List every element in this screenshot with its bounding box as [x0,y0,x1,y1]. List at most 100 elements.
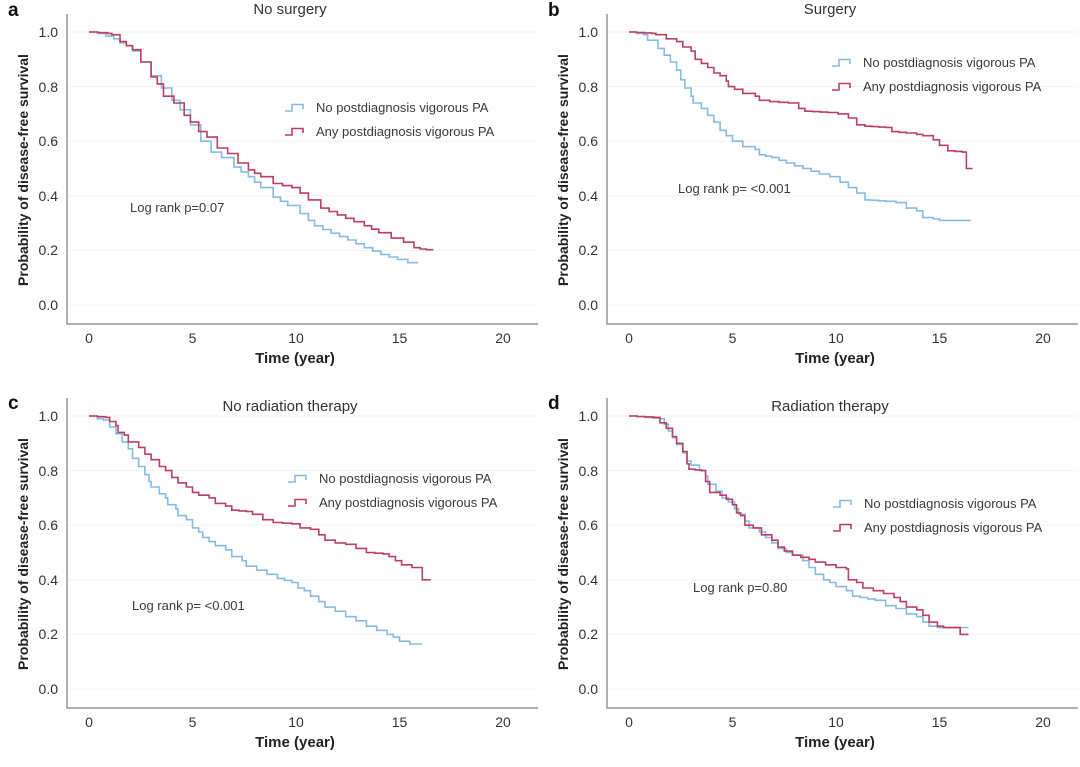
y-tick-label: 0.2 [38,626,58,643]
x-axis-label: Time (year) [795,350,875,367]
log-rank-p-value: Log rank p=0.80 [693,580,788,595]
km-curve [629,31,971,222]
legend: No postdiagnosis vigorous PA Any postdia… [832,496,1042,535]
legend-label: No postdiagnosis vigorous PA [319,471,492,486]
legend-item-no-pa: No postdiagnosis vigorous PA [287,471,497,486]
panel-title: No surgery [253,1,327,18]
y-tick-label: 0.8 [578,462,598,479]
x-tick-label: 10 [288,714,304,730]
x-tick-label: 5 [188,714,197,730]
x-axis-label: Time (year) [255,734,335,751]
legend: No postdiagnosis vigorous PA Any postdia… [287,471,497,510]
panel-letter: a [8,0,19,21]
y-tick-label: 0.0 [38,297,58,313]
legend-item-no-pa: No postdiagnosis vigorous PA [831,55,1041,70]
legend-item-no-pa: No postdiagnosis vigorous PA [284,100,494,115]
x-axis-label: Time (year) [795,734,875,751]
step-line-marker-icon [832,82,851,91]
km-curve [89,415,431,581]
legend-item-no-pa: No postdiagnosis vigorous PA [832,496,1042,511]
km-curve [629,415,969,636]
y-tick-label: 0.0 [38,681,58,697]
legend-item-any-pa: Any postdiagnosis vigorous PA [832,520,1042,535]
panel-title: No radiation therapy [222,398,358,415]
panel-a-no-surgery: a No surgery Probability of disease-free… [0,0,540,383]
y-tick-label: 0.8 [38,78,58,95]
x-tick-label: 20 [495,714,511,730]
x-tick-label: 5 [188,330,197,346]
x-tick-label: 15 [931,714,948,730]
y-tick-label: 0.8 [38,462,58,479]
y-tick-label: 0.4 [578,187,598,204]
panel-letter: d [548,393,560,414]
y-tick-label: 1.0 [578,24,598,40]
y-tick-label: 0.4 [578,571,598,588]
survival-plot [66,14,538,325]
x-tick-label: 0 [625,714,633,730]
x-tick-label: 0 [85,714,93,730]
x-tick-label: 10 [828,330,844,346]
legend-label: Any postdiagnosis vigorous PA [316,124,495,139]
km-curve [629,31,973,170]
y-tick-label: 0.0 [578,681,598,697]
km-curve [89,31,434,251]
x-tick-label: 15 [391,330,408,346]
step-line-marker-icon [833,499,852,508]
step-line-marker-icon [285,127,304,136]
step-line-marker-icon [288,474,307,483]
legend-label: No postdiagnosis vigorous PA [316,100,489,115]
x-tick-label: 20 [1035,330,1051,346]
y-tick-label: 1.0 [38,408,58,424]
x-tick-label: 10 [828,714,844,730]
step-line-marker-icon [288,498,307,507]
y-tick-label: 0.6 [578,133,598,150]
log-rank-p-value: Log rank p= <0.001 [132,598,245,613]
y-tick-label: 0.6 [38,517,58,534]
x-tick-label: 0 [85,330,93,346]
panel-c-no-radiation-therapy: c No radiation therapy Probability of di… [0,384,540,767]
step-line-marker-icon [285,103,304,112]
x-tick-label: 20 [495,330,511,346]
legend-label: No postdiagnosis vigorous PA [863,55,1036,70]
y-tick-label: 0.6 [38,133,58,150]
legend-item-any-pa: Any postdiagnosis vigorous PA [831,79,1041,94]
y-tick-label: 0.0 [578,297,598,313]
x-tick-label: 0 [625,330,633,346]
step-line-marker-icon [832,58,851,67]
x-tick-label: 10 [288,330,304,346]
y-tick-label: 0.2 [38,242,58,259]
panel-title: Surgery [803,1,857,18]
legend-label: Any postdiagnosis vigorous PA [864,520,1043,535]
legend-item-any-pa: Any postdiagnosis vigorous PA [287,495,497,510]
panel-letter: c [8,393,19,414]
y-tick-label: 0.2 [578,242,598,259]
y-tick-label: 0.8 [578,78,598,95]
x-tick-label: 5 [728,714,737,730]
y-tick-label: 0.6 [578,517,598,534]
y-tick-label: 0.2 [578,626,598,643]
legend: No postdiagnosis vigorous PA Any postdia… [284,100,494,139]
y-tick-label: 0.4 [38,187,58,204]
x-tick-label: 5 [728,330,737,346]
legend-label: Any postdiagnosis vigorous PA [319,495,498,510]
survival-plot [606,398,1078,709]
y-tick-label: 1.0 [38,24,58,40]
panel-title: Radiation therapy [771,398,889,415]
log-rank-p-value: Log rank p=0.07 [130,200,225,215]
km-curve [89,415,423,645]
log-rank-p-value: Log rank p= <0.001 [678,181,791,196]
km-curve [89,31,419,264]
x-tick-label: 15 [931,330,948,346]
panel-b-surgery: b Surgery Probability of disease-free su… [540,0,1080,383]
panel-d-radiation-therapy: d Radiation therapy Probability of disea… [540,384,1080,767]
survival-plot [606,14,1078,325]
y-tick-label: 1.0 [578,408,598,424]
survival-plot [66,398,538,709]
legend: No postdiagnosis vigorous PA Any postdia… [831,55,1041,94]
y-tick-label: 0.4 [38,571,58,588]
x-axis-label: Time (year) [255,350,335,367]
legend-label: No postdiagnosis vigorous PA [864,496,1037,511]
step-line-marker-icon [833,523,852,532]
legend-label: Any postdiagnosis vigorous PA [863,79,1042,94]
